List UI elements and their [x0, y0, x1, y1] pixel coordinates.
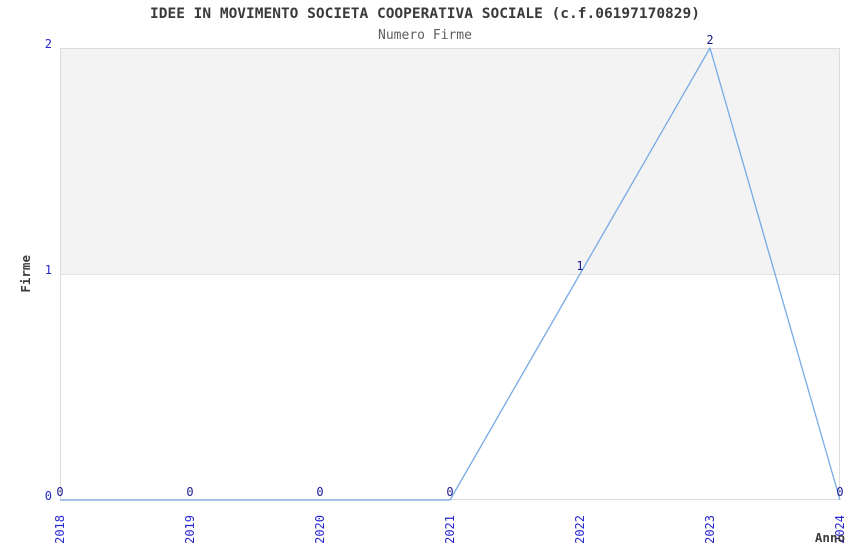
y-axis-title-wrap: Firme — [16, 244, 34, 304]
plot-area — [60, 48, 840, 500]
chart-subtitle: Numero Firme — [378, 28, 472, 43]
gridline-band — [61, 49, 839, 275]
y-tick-label: 1 — [44, 263, 52, 277]
data-point-label: 0 — [56, 485, 64, 499]
data-point-label: 0 — [446, 485, 454, 499]
x-axis-title: Anno — [814, 530, 845, 545]
data-point-label: 1 — [576, 259, 584, 273]
y-tick-label: 2 — [44, 37, 52, 51]
y-axis-title: Firme — [17, 255, 33, 293]
chart-title: IDEE IN MOVIMENTO SOCIETA COOPERATIVA SO… — [150, 6, 700, 22]
data-point-label: 0 — [316, 485, 324, 499]
series-line — [60, 47, 841, 501]
data-point-label: 0 — [836, 485, 844, 499]
line-chart-svg — [60, 47, 841, 501]
data-point-label: 0 — [186, 485, 194, 499]
y-tick-label: 0 — [44, 489, 52, 503]
data-point-label: 2 — [706, 33, 714, 47]
